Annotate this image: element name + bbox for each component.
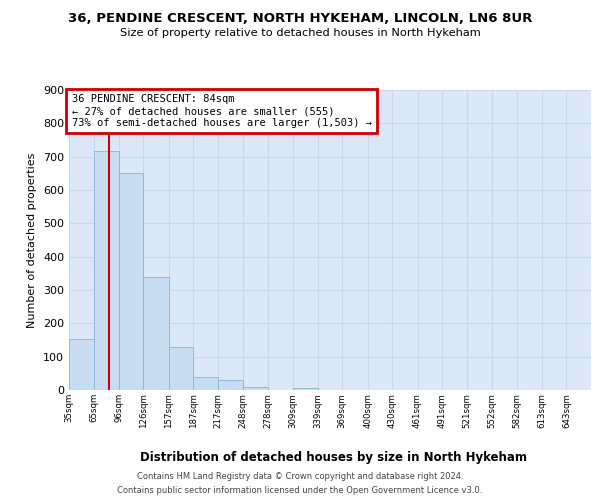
Text: Contains HM Land Registry data © Crown copyright and database right 2024.: Contains HM Land Registry data © Crown c… [137,472,463,481]
Y-axis label: Number of detached properties: Number of detached properties [28,152,37,328]
Bar [169,348,193,390]
Bar [218,380,243,390]
Text: 36, PENDINE CRESCENT, NORTH HYKEHAM, LINCOLN, LN6 8UR: 36, PENDINE CRESCENT, NORTH HYKEHAM, LIN… [68,12,532,26]
Bar [94,151,119,390]
Text: Distribution of detached houses by size in North Hykeham: Distribution of detached houses by size … [140,451,527,464]
Bar [69,340,94,390]
Bar [119,173,143,390]
Text: Contains public sector information licensed under the Open Government Licence v3: Contains public sector information licen… [118,486,482,495]
Text: 36 PENDINE CRESCENT: 84sqm
← 27% of detached houses are smaller (555)
73% of sem: 36 PENDINE CRESCENT: 84sqm ← 27% of deta… [71,94,371,128]
Bar [193,376,218,390]
Bar [293,388,318,390]
Text: Size of property relative to detached houses in North Hykeham: Size of property relative to detached ho… [119,28,481,38]
Bar [243,386,268,390]
Bar [143,278,169,390]
